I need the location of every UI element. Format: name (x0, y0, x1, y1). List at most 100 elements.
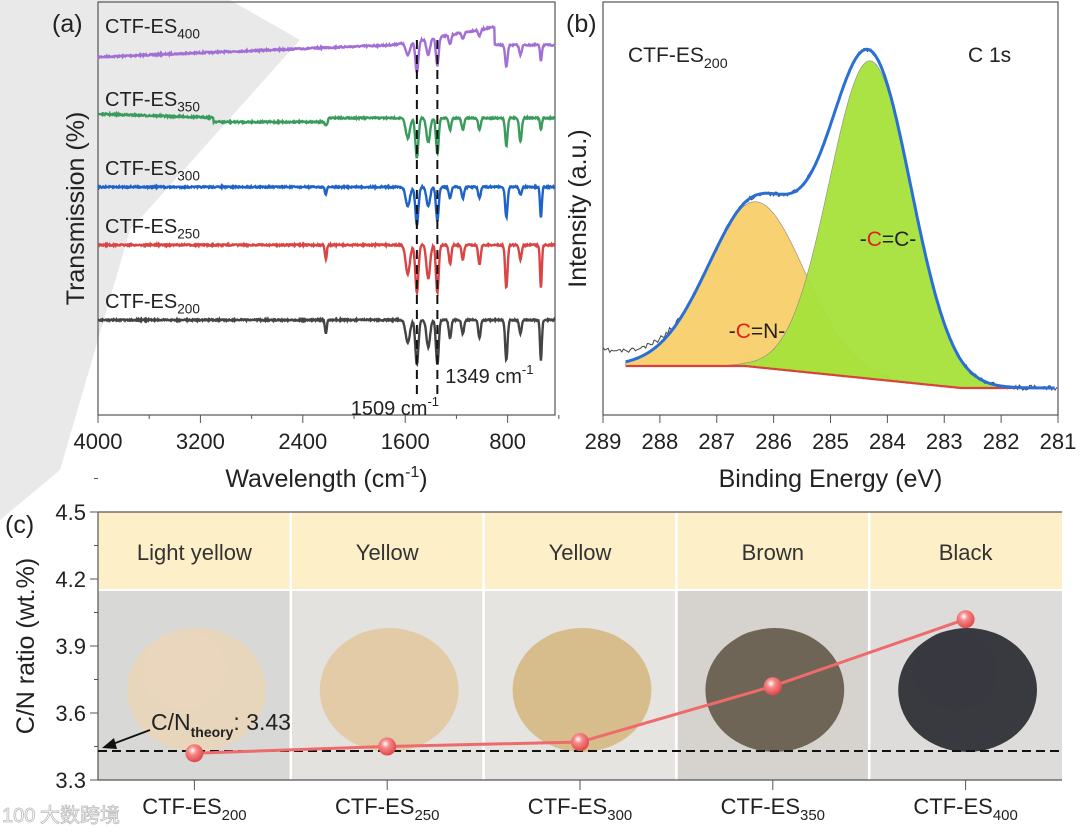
ref-main: 1509 cm (351, 398, 428, 420)
ref-main: 1349 cm (445, 366, 522, 388)
x-label-main: Wavelength (cm (225, 465, 405, 493)
envelope-fit-line (625, 47, 1055, 390)
component-label-0: -C=N- (729, 320, 786, 343)
sample-label-main: CTF-ES (628, 44, 704, 67)
label-atom: C (736, 320, 751, 343)
color-label-250: Yellow (356, 540, 419, 565)
y-tick-label: 3.3 (55, 768, 86, 793)
x-tick-label-400-main: CTF-ES (913, 794, 992, 819)
y-tick-label: 3.9 (55, 634, 86, 659)
color-label-400: Black (939, 540, 994, 565)
series-label-CTF-ES400-sub: 400 (177, 27, 200, 42)
x-tick-label-400-sub: 400 (993, 807, 1018, 824)
x-tick-label-300-sub: 300 (607, 807, 632, 824)
y-axis-label: Transmission (%) (62, 112, 90, 306)
spectrum-CTF-ES400 (96, 24, 556, 76)
panel-b-xps: (b) 289 288 287 286 285 284 283 282 281 Binding En… (564, 1, 1077, 493)
x-tick-label: 288 (642, 429, 679, 454)
x-tick-label-300: CTF-ES300 (528, 794, 632, 824)
x-tick-label: 2400 (278, 429, 327, 454)
series-label-CTF-ES350: CTF-ES350 (105, 89, 200, 115)
background-line (625, 364, 1055, 390)
x-tick-label: 283 (926, 429, 963, 454)
powder-pile-top (720, 630, 806, 710)
ref-sup: -1 (427, 394, 439, 409)
label-post: =C- (882, 228, 916, 251)
label-pre: - (729, 320, 736, 343)
watermark-text: 大数跨境 (40, 804, 120, 827)
x-tick-label-200-sub: 200 (222, 807, 247, 824)
series-label-CTF-ES350-main: CTF-ES (105, 89, 177, 111)
color-label-200: Light yellow (137, 540, 252, 565)
ref-sup: -1 (522, 362, 534, 377)
powder-pile-top (527, 630, 613, 710)
plot-frame (97, 1, 556, 416)
data-point-300 (571, 733, 589, 752)
x-tick-label-400: CTF-ES400 (913, 794, 1017, 824)
data-point-400 (956, 610, 975, 629)
sample-label-sub: 200 (704, 56, 728, 72)
series-label-CTF-ES300-sub: 300 (177, 169, 200, 184)
panel-c-cn-ratio: Light yellowCTF-ES200YellowCTF-ES250Yell… (5, 478, 1062, 824)
x-label-sup: -1 (405, 464, 419, 481)
spectrum-CTF-ES250 (97, 240, 556, 298)
header-cell (98, 512, 291, 590)
x-tick-label: 281 (1040, 429, 1077, 454)
x-tick-label-250-sub: 250 (414, 807, 439, 824)
powder-pile-top (913, 630, 999, 710)
x-tick-label-200: CTF-ES200 (142, 794, 246, 824)
theory-sub: theory (191, 724, 234, 740)
y-axis-label: Intensity (a.u.) (564, 129, 592, 287)
x-axis-label: Wavelength (cm-1) (225, 464, 427, 493)
x-tick-label: 4000 (74, 429, 123, 454)
theory-value: : 3.43 (233, 709, 291, 735)
header-cell (869, 512, 1062, 590)
x-label-end: ) (419, 465, 427, 493)
x-tick-label: 289 (585, 429, 622, 454)
powder-pile-top (334, 630, 420, 710)
label-atom: C (867, 228, 882, 251)
x-tick-label-250-main: CTF-ES (335, 794, 414, 819)
series-label-CTF-ES400: CTF-ES400 (105, 16, 200, 42)
series-label-CTF-ES250: CTF-ES250 (105, 216, 200, 242)
spectrum-CTF-ES350 (97, 110, 556, 159)
theory-main: C/N (151, 709, 191, 735)
component-label-1: -C=C- (860, 228, 917, 251)
x-tick-label: 3200 (176, 429, 225, 454)
color-label-350: Brown (742, 540, 804, 565)
series-label-CTF-ES250-sub: 250 (177, 227, 200, 242)
label-pre: - (860, 228, 867, 251)
header-cell (676, 512, 870, 590)
powder-pile-top (141, 630, 227, 710)
series-label-CTF-ES200-sub: 200 (177, 302, 200, 317)
x-tick-label-350-sub: 350 (800, 807, 825, 824)
color-label-300: Yellow (549, 540, 612, 565)
spectrum-CTF-ES200 (97, 315, 556, 367)
x-tick-label: 286 (755, 429, 792, 454)
y-tick-label: 3.6 (55, 701, 86, 726)
spectrum-CTF-ES300 (97, 182, 556, 226)
panel-label: (b) (566, 10, 597, 38)
data-point-350 (763, 677, 782, 696)
watermark-logo: 100 (2, 805, 35, 827)
theory-arrow (109, 729, 151, 746)
series-label-CTF-ES200-main: CTF-ES (105, 291, 177, 313)
data-point-200 (185, 744, 204, 763)
reference-label-1349: 1349 cm-1 (445, 362, 533, 388)
x-tick-label-350-main: CTF-ES (721, 794, 800, 819)
reference-label-1509: 1509 cm-1 (351, 394, 439, 420)
x-axis-label: Binding Energy (eV) (719, 465, 943, 493)
x-tick-label: 1600 (381, 429, 430, 454)
panel-label: (a) (52, 10, 83, 38)
x-tick-label: 800 (489, 429, 526, 454)
series-label-CTF-ES400-main: CTF-ES (105, 16, 177, 38)
y-tick-label: 4.2 (55, 567, 86, 592)
x-tick-label: 285 (812, 429, 849, 454)
sample-label: CTF-ES200 (628, 44, 728, 72)
x-tick-label-250: CTF-ES250 (335, 794, 439, 824)
data-point-250 (378, 737, 397, 756)
label-post: =N- (751, 320, 785, 343)
series-label-CTF-ES300: CTF-ES300 (105, 158, 200, 184)
